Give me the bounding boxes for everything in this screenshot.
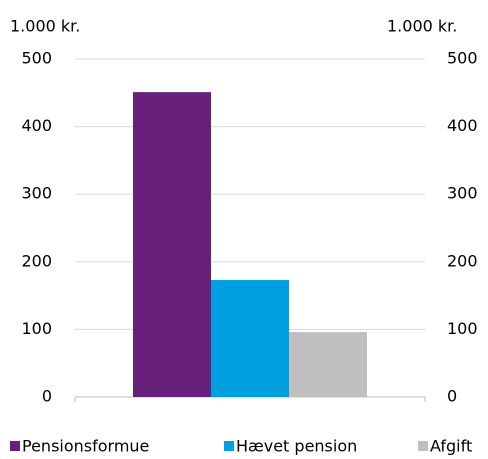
y-axis-label: 1.000 kr. (10, 17, 80, 36)
legend-swatch (10, 441, 20, 451)
y-tick-label: 500 (21, 49, 52, 68)
legend-label: Hævet pension (236, 437, 357, 456)
legend-swatch (418, 441, 428, 451)
legend-label: Pensionsformue (22, 437, 149, 456)
y2-tick-label: 400 (447, 116, 478, 135)
bar (211, 280, 289, 397)
y2-tick-label: 100 (447, 319, 478, 338)
y-tick-label: 300 (21, 184, 52, 203)
y2-tick-label: 300 (447, 184, 478, 203)
y-tick-label: 100 (21, 319, 52, 338)
y2-axis-label: 1.000 kr. (387, 17, 457, 36)
y2-tick-label: 0 (447, 387, 457, 406)
y-tick-label: 200 (21, 251, 52, 270)
bar (133, 92, 211, 398)
y2-tick-label: 200 (447, 251, 478, 270)
legend-swatch (224, 441, 234, 451)
y2-tick-label: 500 (447, 49, 478, 68)
legend-label: Afgift (430, 437, 472, 456)
y-tick-label: 0 (42, 387, 52, 406)
y-tick-label: 400 (21, 116, 52, 135)
bar (289, 332, 367, 397)
